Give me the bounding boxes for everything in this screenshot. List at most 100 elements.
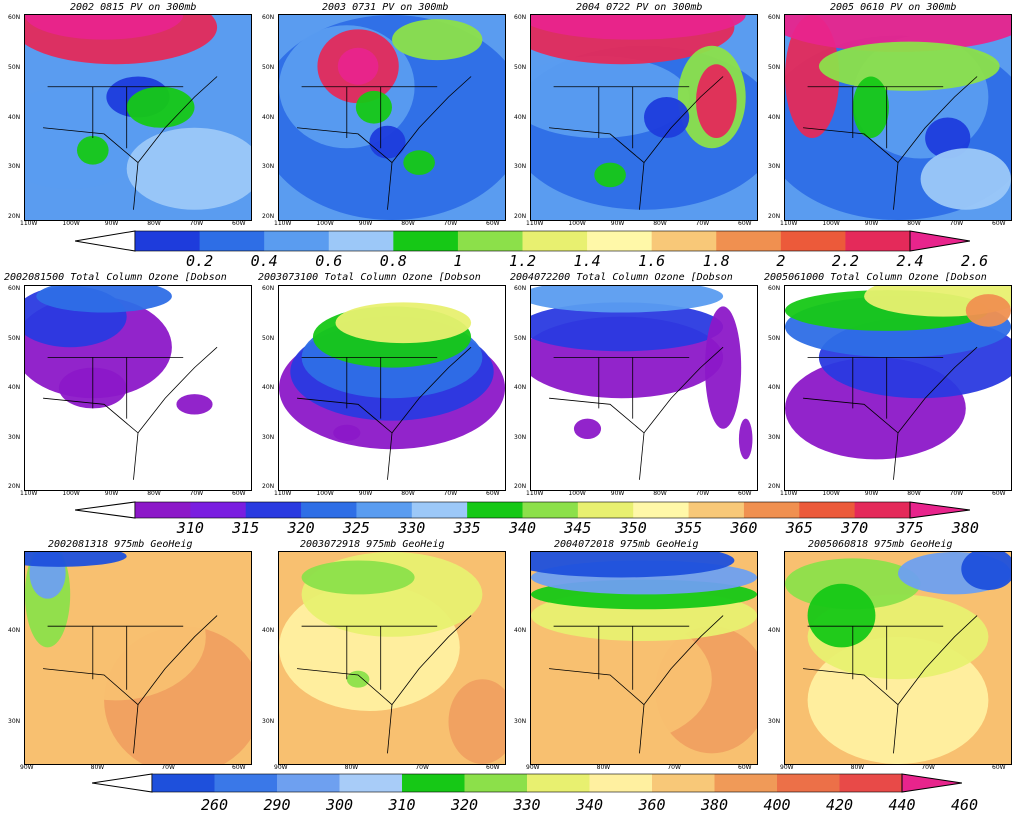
coastline bbox=[297, 615, 472, 754]
colorbar-swatch bbox=[651, 231, 717, 251]
map-field bbox=[25, 286, 251, 490]
colorbar-swatch bbox=[457, 231, 523, 251]
latitude-label: 50N bbox=[768, 63, 781, 71]
colorbar-tick-label: 320 bbox=[450, 796, 479, 814]
latitude-label: 40N bbox=[8, 627, 21, 635]
longitude-label: 110W bbox=[274, 490, 292, 497]
latitude-label: 20N bbox=[514, 483, 527, 490]
colorbar-tick-label: 345 bbox=[564, 519, 592, 537]
longitude-label: 100W bbox=[316, 490, 334, 497]
geoheight-map-panel bbox=[278, 551, 506, 765]
colorbar-right-arrow bbox=[909, 230, 970, 252]
colorbar-swatch bbox=[527, 774, 590, 792]
longitude-label: 80W bbox=[147, 490, 161, 497]
colorbar-swatch bbox=[716, 231, 782, 251]
field-contour bbox=[36, 286, 172, 313]
colorbar-swatch bbox=[411, 502, 468, 518]
latitude-label: 60N bbox=[514, 285, 527, 292]
colorbar-tick-label: 325 bbox=[342, 519, 370, 537]
colorbar-tick-label: 335 bbox=[453, 519, 481, 537]
colorbar-tick-label: 2 bbox=[776, 252, 786, 270]
ozone-map-panel bbox=[784, 285, 1012, 491]
field-contour bbox=[705, 306, 742, 429]
longitude-label: 80W bbox=[653, 490, 667, 497]
colorbar-swatch bbox=[743, 502, 800, 518]
longitude-label: 80W bbox=[653, 220, 667, 227]
longitude-label: 90W bbox=[610, 220, 625, 227]
field-contour bbox=[392, 19, 483, 61]
field-contour bbox=[126, 127, 251, 210]
panel-title: 2004072018 975mb GeoHeig bbox=[554, 539, 699, 550]
coastline bbox=[43, 346, 218, 480]
colorbar-tick-label: 355 bbox=[675, 519, 703, 537]
panel-title: 2005061000 Total Column Ozone [Dobson bbox=[764, 272, 987, 283]
latitude-label: 20N bbox=[514, 213, 527, 220]
field-contour bbox=[25, 573, 206, 701]
field-contour bbox=[965, 294, 1011, 327]
field-contour bbox=[738, 418, 753, 460]
colorbar-tick-label: 360 bbox=[730, 519, 758, 537]
field-contour bbox=[695, 64, 737, 138]
longitude-label: 90W bbox=[358, 220, 373, 227]
longitude-label: 60W bbox=[232, 764, 246, 771]
latitude-label: 40N bbox=[768, 384, 781, 391]
colorbar-tick-label: 1.8 bbox=[702, 252, 730, 270]
geoheight-map-panel bbox=[24, 551, 252, 765]
colorbar-tick-label: 350 bbox=[619, 519, 647, 537]
longitude-label: 70W bbox=[667, 764, 681, 771]
longitude-label: 80W bbox=[401, 220, 415, 227]
latitude-label: 40N bbox=[768, 113, 781, 121]
colorbar-tick-label: 300 bbox=[325, 796, 354, 814]
field-contour bbox=[403, 150, 435, 175]
field-contour bbox=[301, 560, 415, 595]
colorbar-right-arrow bbox=[909, 501, 970, 519]
longitude-label: 80W bbox=[850, 764, 865, 771]
colorbar-swatch bbox=[464, 774, 528, 792]
latitude-label: 40N bbox=[262, 384, 275, 391]
longitude-label: 100W bbox=[316, 220, 334, 227]
colorbar-tick-label: 315 bbox=[232, 519, 260, 537]
field-contour bbox=[531, 552, 735, 578]
colorbar-swatch bbox=[245, 502, 302, 518]
pv-map-panel bbox=[278, 14, 506, 221]
field-contour bbox=[448, 679, 505, 764]
colorbar-tick-label: 340 bbox=[575, 796, 604, 814]
colorbar-right-arrow bbox=[901, 773, 962, 793]
panel-title: 2003072918 975mb GeoHeig bbox=[300, 539, 445, 550]
panel-title: 2005060818 975mb GeoHeig bbox=[808, 539, 953, 550]
pv-map-panel bbox=[24, 14, 252, 221]
coastline bbox=[803, 615, 978, 754]
coastline bbox=[549, 615, 724, 754]
colorbar-tick-label: 330 bbox=[513, 796, 541, 814]
map-field bbox=[785, 552, 1011, 764]
field-contour bbox=[852, 76, 889, 138]
latitude-label: 50N bbox=[8, 334, 21, 342]
longitude-label: 80W bbox=[147, 220, 161, 227]
latitude-label: 60N bbox=[262, 14, 275, 21]
map-field bbox=[531, 15, 757, 220]
field-contour bbox=[335, 302, 472, 344]
longitude-label: 90W bbox=[20, 764, 34, 771]
colorbar-swatch bbox=[135, 502, 191, 518]
colorbar-tick-label: 290 bbox=[263, 796, 291, 814]
colorbar-swatch bbox=[402, 774, 465, 792]
colorbar-swatch bbox=[190, 502, 247, 518]
field-contour bbox=[25, 15, 184, 40]
longitude-label: 70W bbox=[161, 764, 175, 771]
longitude-label: 80W bbox=[401, 490, 415, 497]
pv-map-panel bbox=[530, 14, 758, 221]
longitude-label: 60W bbox=[232, 490, 246, 497]
colorbar-tick-label: 0.2 bbox=[186, 252, 214, 270]
longitude-label: 60W bbox=[486, 220, 500, 227]
longitude-label: 80W bbox=[907, 490, 921, 497]
colorbar-tick-label: 420 bbox=[825, 796, 854, 814]
field-contour bbox=[785, 15, 1011, 52]
latitude-label: 60N bbox=[768, 14, 781, 21]
latitude-label: 40N bbox=[514, 627, 527, 635]
latitude-label: 40N bbox=[8, 113, 21, 121]
colorbar-tick-label: 1.4 bbox=[573, 252, 601, 270]
latitude-label: 50N bbox=[262, 334, 275, 342]
latitude-label: 40N bbox=[8, 384, 21, 391]
colorbar-tick-label: 370 bbox=[841, 519, 869, 537]
longitude-label: 100W bbox=[62, 220, 80, 227]
